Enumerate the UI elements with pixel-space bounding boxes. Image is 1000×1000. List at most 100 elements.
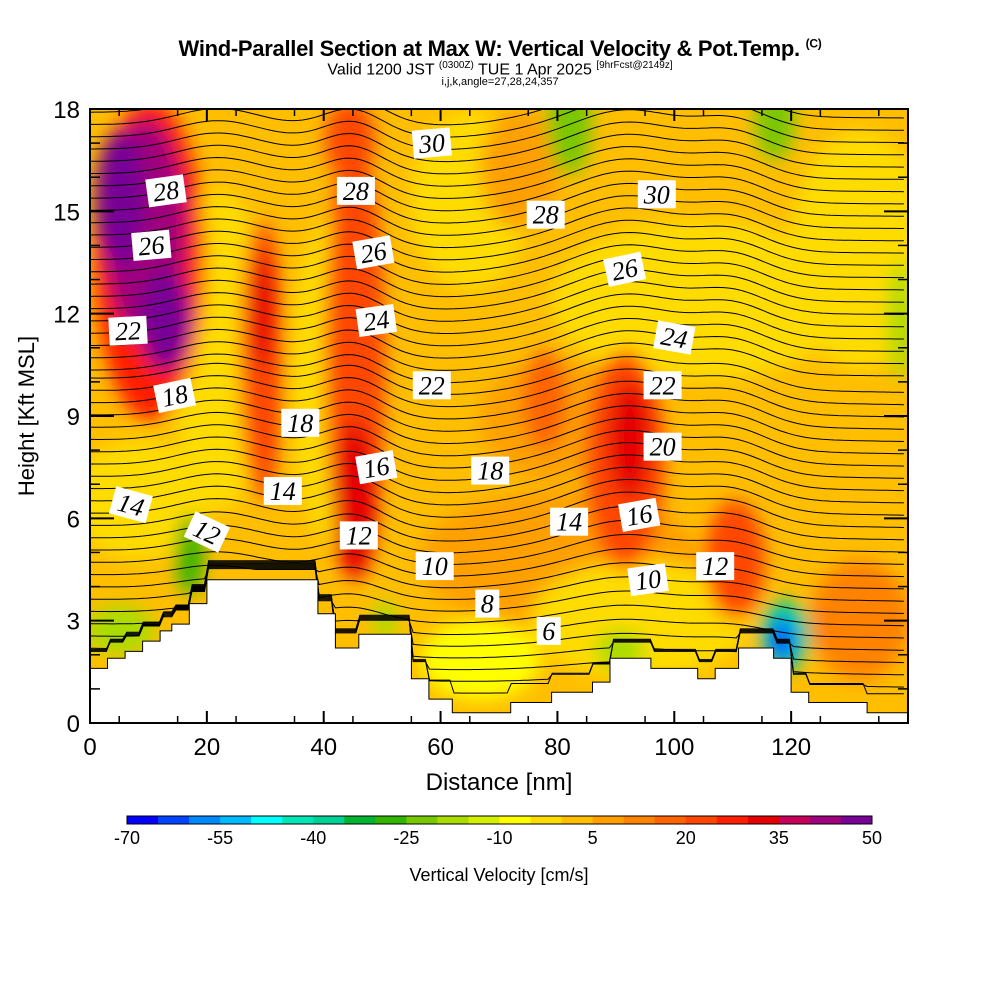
theta-contour-label: 22 bbox=[108, 315, 148, 346]
y-tick-label: 6 bbox=[67, 506, 80, 533]
contour-label-text: 28 bbox=[151, 175, 181, 207]
theta-contour-label: 16 bbox=[355, 450, 398, 485]
subtitle-date: TUE 1 Apr 2025 bbox=[478, 61, 592, 79]
colorbar-swatch bbox=[840, 816, 873, 824]
theta-contour-label: 28 bbox=[336, 176, 375, 206]
contour-label-text: 26 bbox=[137, 230, 165, 261]
contour-label-box bbox=[603, 251, 647, 287]
subtitle-forecast: [9hrFcst@2149z] bbox=[596, 60, 673, 71]
theta-contour-label: 18 bbox=[471, 456, 510, 486]
colorbar: -70 -55 -40 -25 -10 5 20 35 50 bbox=[114, 815, 882, 848]
theta-contour-line bbox=[90, 158, 904, 199]
colorbar-swatch bbox=[623, 816, 656, 824]
theta-contour-line bbox=[90, 548, 904, 578]
theta-contour-line bbox=[90, 566, 904, 627]
contour-label-text: 10 bbox=[633, 564, 663, 596]
contour-label-box bbox=[643, 432, 682, 461]
colorbar-swatch bbox=[282, 816, 314, 824]
y-tick-label: 15 bbox=[53, 199, 80, 226]
contour-label-text: 16 bbox=[624, 499, 655, 532]
theta-contour-line bbox=[90, 121, 904, 163]
y-tick-label: 3 bbox=[67, 609, 80, 636]
theta-contour-label: 26 bbox=[603, 251, 647, 287]
theta-contour-line bbox=[90, 133, 904, 175]
colorbar-swatch bbox=[189, 816, 221, 824]
theta-contour-label: 22 bbox=[412, 371, 451, 400]
contour-label-box bbox=[339, 521, 378, 550]
theta-contour-label: 24 bbox=[653, 320, 696, 355]
field-cell bbox=[90, 605, 155, 655]
theta-contour-label: 30 bbox=[637, 180, 676, 209]
theta-contour-line bbox=[90, 207, 904, 249]
colorbar-swatch bbox=[499, 816, 532, 824]
colorbar-swatch bbox=[530, 816, 563, 824]
contour-label-box bbox=[643, 371, 682, 400]
contour-label-text: 20 bbox=[650, 433, 676, 462]
theta-contour-line bbox=[90, 281, 904, 322]
theta-contour-line bbox=[90, 368, 904, 408]
field-cell bbox=[705, 500, 765, 620]
contour-label-box bbox=[183, 511, 231, 553]
contour-label-text: 24 bbox=[361, 305, 391, 337]
colorbar-tick-label: -10 bbox=[486, 828, 512, 848]
theta-contour-label: 18 bbox=[281, 408, 320, 438]
theta-contour-line bbox=[90, 405, 904, 444]
contour-label-text: 22 bbox=[419, 371, 445, 400]
colorbar-label: Vertical Velocity [cm/s] bbox=[409, 865, 588, 885]
contour-label-text: 12 bbox=[702, 552, 728, 581]
contour-label-text: 22 bbox=[650, 371, 676, 400]
colorbar-swatch bbox=[127, 816, 159, 824]
colorbar-swatch bbox=[778, 816, 811, 824]
colorbar-tick-label: 35 bbox=[769, 828, 789, 848]
theta-contour-line bbox=[90, 109, 904, 138]
colorbar-swatch bbox=[251, 816, 283, 824]
contour-label-box bbox=[352, 235, 395, 270]
theta-contour-line bbox=[90, 342, 904, 384]
contour-label-box bbox=[618, 497, 661, 532]
field-cell bbox=[548, 109, 592, 175]
x-tick-label: 0 bbox=[83, 734, 96, 761]
contour-label-box bbox=[355, 450, 398, 485]
theta-contour-line bbox=[90, 109, 904, 126]
contour-label-box bbox=[536, 616, 561, 645]
colorbar-swatch bbox=[344, 816, 376, 824]
field-cell bbox=[325, 109, 375, 180]
theta-contour-label: 30 bbox=[411, 127, 452, 159]
terrain bbox=[89, 579, 909, 724]
colorbar-tick-label: -40 bbox=[300, 828, 326, 848]
contour-label-box bbox=[475, 589, 500, 618]
contour-label-text: 26 bbox=[358, 236, 389, 269]
theta-contour-labels: 28 26 22 18 14 12 18 14 16 12 28 26 24 22 30 28 30 26 24 22… bbox=[108, 127, 735, 646]
contour-label-text: 12 bbox=[346, 521, 372, 550]
x-axis-label: Distance [nm] bbox=[426, 769, 573, 796]
y-tick-label: 12 bbox=[53, 302, 80, 329]
contour-label-box bbox=[336, 176, 375, 205]
theta-contour-line bbox=[90, 466, 904, 506]
contour-label-box bbox=[411, 127, 452, 159]
colorbar-swatch bbox=[158, 816, 190, 824]
colorbar-swatch bbox=[437, 816, 469, 824]
contour-label-box bbox=[355, 303, 398, 338]
colorbar-swatch bbox=[685, 816, 718, 824]
contour-label-text: 30 bbox=[643, 180, 670, 209]
contour-label-text: 14 bbox=[556, 508, 582, 537]
contour-label-text: 18 bbox=[159, 379, 190, 413]
theta-contour-line bbox=[90, 170, 904, 212]
theta-contour-label: 12 bbox=[696, 552, 735, 581]
colorbar-swatch bbox=[809, 816, 842, 824]
contour-label-box bbox=[627, 563, 669, 597]
theta-contour-label: 8 bbox=[475, 589, 500, 619]
contour-label-text: 6 bbox=[542, 617, 555, 646]
contour-label-box bbox=[153, 377, 197, 414]
theta-contours bbox=[90, 109, 904, 695]
theta-contour-label: 12 bbox=[339, 521, 378, 550]
theta-contour-line bbox=[90, 244, 904, 285]
contour-label-text: 26 bbox=[609, 253, 640, 287]
colorbar-swatch bbox=[654, 816, 687, 824]
colorbar-swatch bbox=[592, 816, 625, 824]
contour-label-box bbox=[145, 174, 187, 208]
y-tick-label: 18 bbox=[53, 97, 80, 124]
theta-contour-line bbox=[90, 182, 904, 224]
theta-contour-line bbox=[90, 505, 904, 542]
